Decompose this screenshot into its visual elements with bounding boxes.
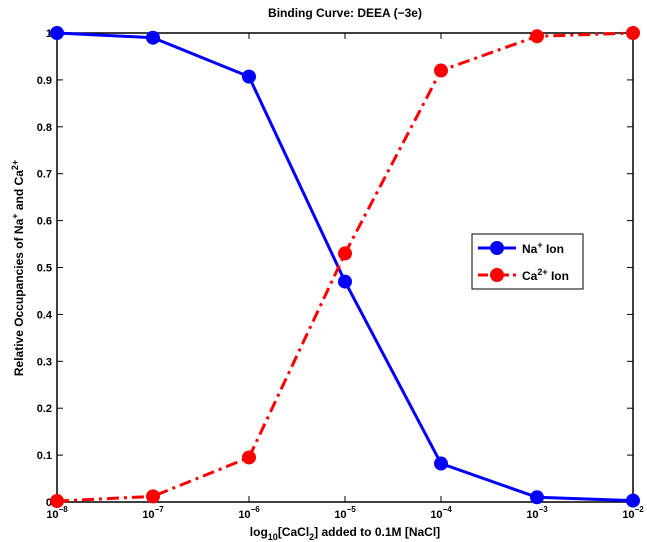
data-point <box>530 490 544 505</box>
legend-label: Na+ Ion <box>522 240 564 256</box>
legend-swatch-marker <box>490 241 504 255</box>
data-point <box>146 30 160 45</box>
legend: Na+ Ion Ca2+ Ion <box>471 233 584 290</box>
x-tick-label: 10−7 <box>142 505 164 521</box>
y-tick-label: 0.2 <box>37 403 52 415</box>
data-point <box>146 489 160 504</box>
chart-title: Binding Curve: DEEA (−3e) <box>268 6 422 20</box>
data-point <box>242 450 256 465</box>
data-point <box>50 26 64 40</box>
legend-box <box>471 233 584 290</box>
legend-label: Ca2+ Ion <box>522 267 569 283</box>
x-tick-label: 10−4 <box>430 505 452 521</box>
data-point <box>626 26 640 40</box>
y-tick-label: 0.8 <box>37 122 52 134</box>
y-tick-label: 0.9 <box>37 75 52 87</box>
y-tick-label: 1 <box>46 28 52 40</box>
data-point <box>626 493 640 508</box>
x-tick-label: 10−6 <box>238 505 260 521</box>
x-tick-label: 10−3 <box>526 505 548 521</box>
x-tick-label: 10−8 <box>46 505 68 521</box>
y-axis-label: Relative Occupancies of Na+ and Ca2+ <box>10 160 26 376</box>
x-tick-label: 10−2 <box>622 505 644 521</box>
y-tick-label: 0.5 <box>37 263 52 275</box>
y-tick-label: 0.3 <box>37 356 52 368</box>
data-point <box>338 274 352 289</box>
data-point <box>434 456 448 471</box>
data-point <box>50 494 64 509</box>
data-point <box>530 29 544 44</box>
y-tick-label: 0.6 <box>37 216 52 228</box>
x-axis-label: log10[CaCl2] added to 0.1M [NaCl] <box>250 525 440 542</box>
y-tick-label: 0.7 <box>37 169 52 181</box>
legend-swatch-marker <box>490 268 504 282</box>
y-tick-label: 0.4 <box>37 309 53 321</box>
x-tick-label: 10−5 <box>334 505 356 521</box>
data-point <box>434 63 448 78</box>
data-point <box>242 69 256 84</box>
y-tick-label: 0.1 <box>37 450 52 462</box>
plot-area: 0 0.1 0.2 0.3 0.4 0.5 0.6 0.7 0.8 0.9 1 10−8 10−7 10−… <box>37 26 644 521</box>
data-point <box>338 246 352 261</box>
y-tick-label: 0 <box>46 497 52 509</box>
